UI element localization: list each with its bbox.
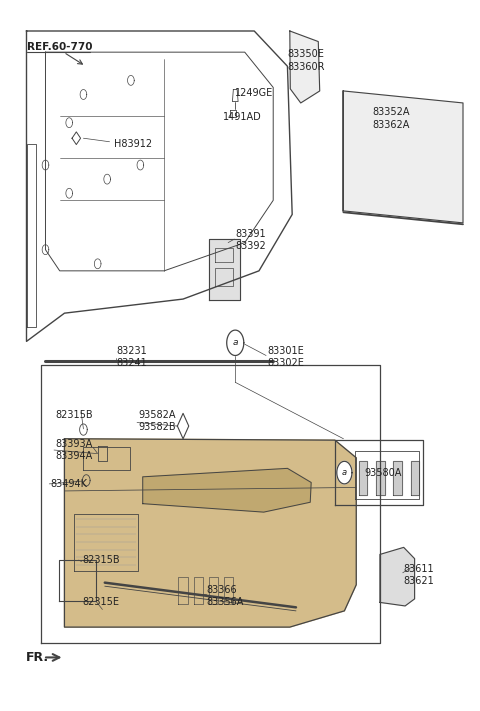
Polygon shape xyxy=(343,91,463,223)
Polygon shape xyxy=(143,469,311,512)
Text: 82315B: 82315B xyxy=(55,410,93,420)
Text: 83302E: 83302E xyxy=(267,358,304,368)
Text: 83301E: 83301E xyxy=(267,346,304,356)
Polygon shape xyxy=(209,239,240,301)
Text: 1249GE: 1249GE xyxy=(235,88,274,98)
Polygon shape xyxy=(359,461,367,495)
Text: 83391: 83391 xyxy=(235,229,266,239)
Text: 83231: 83231 xyxy=(117,346,147,356)
Polygon shape xyxy=(290,31,320,103)
Text: 83392: 83392 xyxy=(235,241,266,251)
Polygon shape xyxy=(411,461,420,495)
Polygon shape xyxy=(380,547,415,606)
Text: 93582B: 93582B xyxy=(138,422,176,432)
Text: a: a xyxy=(232,338,238,347)
Text: 83394A: 83394A xyxy=(55,451,92,461)
Text: FR.: FR. xyxy=(25,651,48,664)
Polygon shape xyxy=(64,439,356,627)
Text: 83350E: 83350E xyxy=(288,49,324,59)
Text: a: a xyxy=(342,468,347,477)
Text: 83494K: 83494K xyxy=(50,479,87,489)
Text: 83360R: 83360R xyxy=(288,62,325,72)
Text: 82315B: 82315B xyxy=(83,555,120,565)
Text: H83912: H83912 xyxy=(114,139,152,149)
Text: 82315E: 82315E xyxy=(83,597,120,607)
Text: 93580A: 93580A xyxy=(364,469,402,479)
Text: 1491AD: 1491AD xyxy=(223,112,262,122)
Polygon shape xyxy=(337,461,352,484)
Polygon shape xyxy=(394,461,402,495)
Polygon shape xyxy=(227,330,244,356)
Text: 83366: 83366 xyxy=(207,584,238,594)
Text: 83621: 83621 xyxy=(404,576,434,587)
Text: REF.60-770: REF.60-770 xyxy=(27,41,93,51)
Text: 83393A: 83393A xyxy=(55,439,92,449)
Polygon shape xyxy=(376,461,384,495)
Text: 93582A: 93582A xyxy=(138,410,176,420)
Text: 83352A: 83352A xyxy=(373,107,410,117)
Text: 83241: 83241 xyxy=(117,358,147,368)
Text: 83356A: 83356A xyxy=(207,597,244,607)
Text: 83362A: 83362A xyxy=(373,120,410,130)
Text: 83611: 83611 xyxy=(404,564,434,574)
